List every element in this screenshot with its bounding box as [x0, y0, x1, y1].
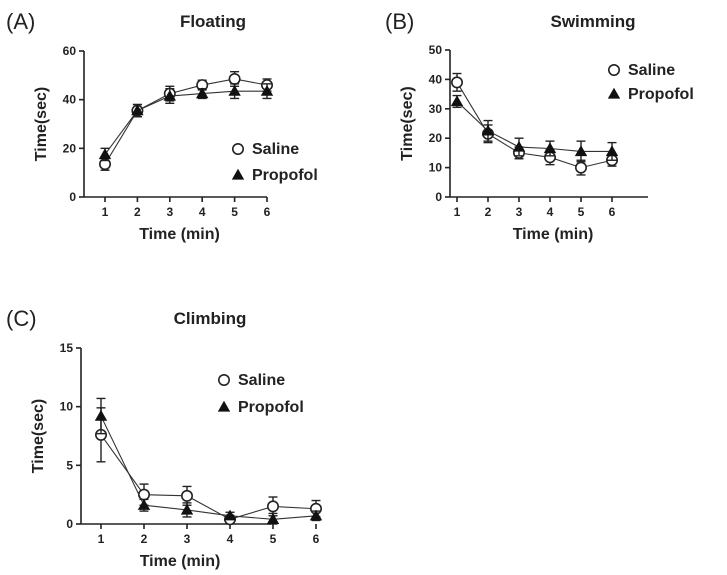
- panel-climbing: (C) Climbing 0 5 10 15 1 2 3 4 5 6 Time (min) Time(se…: [6, 306, 323, 570]
- data-point-saline: [266, 500, 279, 513]
- x-tick-label: 2: [141, 532, 148, 546]
- data-point-propofol: [512, 140, 526, 152]
- data-point-propofol: [163, 89, 176, 101]
- x-tick-label: 4: [547, 205, 554, 219]
- legend-label-saline: Saline: [628, 62, 675, 79]
- y-tick-label: 50: [429, 43, 443, 57]
- x-tick-label: 6: [609, 205, 616, 219]
- panel-letter: (C): [6, 306, 37, 331]
- chart-title: Floating: [180, 12, 246, 31]
- series-line-saline: [456, 82, 613, 169]
- y-tick-label: 30: [429, 102, 443, 116]
- data-point-propofol: [180, 503, 194, 515]
- y-tick-label: 40: [429, 72, 443, 86]
- y-tick-label: 10: [429, 161, 443, 175]
- x-tick-label: 3: [166, 205, 173, 219]
- chart-title: Climbing: [174, 309, 247, 328]
- y-tick-label: 20: [63, 141, 77, 155]
- legend-label-saline: Saline: [238, 372, 285, 389]
- y-axis-label: Time(sec): [30, 399, 47, 473]
- panel-floating: (A) Floating 0 20 40 60 1 2 3 4 5 6 Time (min) Time(s…: [6, 9, 318, 243]
- y-axis-label: Time(sec): [33, 87, 50, 161]
- data-point-propofol: [228, 84, 241, 96]
- data-point-propofol: [94, 409, 108, 421]
- y-tick-label: 10: [60, 400, 74, 414]
- data-point-propofol: [574, 145, 588, 157]
- x-tick-label: 2: [485, 205, 492, 219]
- series-line-propofol: [456, 101, 612, 152]
- y-tick-label: 15: [60, 341, 74, 355]
- panel-letter: (A): [6, 9, 35, 34]
- panel-swimming: (B) Swimming 0 10 20 30 40 50 1 2 3 4 5 6 Time (min) Ti…: [385, 9, 694, 243]
- legend: Saline Propofol: [231, 141, 318, 184]
- panel-letter: (B): [385, 9, 414, 34]
- x-tick-label: 3: [516, 205, 523, 219]
- y-tick-label: 0: [69, 190, 76, 204]
- legend: Saline Propofol: [607, 62, 694, 103]
- data-point-propofol: [137, 499, 151, 510]
- data-point-propofol: [543, 142, 557, 154]
- data-point-propofol: [131, 104, 144, 116]
- legend-label-propofol: Propofol: [238, 399, 304, 416]
- x-tick-label: 5: [231, 205, 238, 219]
- legend: Saline Propofol: [217, 372, 304, 416]
- data-point-propofol: [450, 95, 464, 107]
- y-axis-label: Time(sec): [399, 86, 416, 160]
- x-tick-label: 6: [313, 532, 320, 546]
- legend-label-propofol: Propofol: [252, 167, 318, 184]
- legend-marker-saline: [232, 143, 245, 156]
- data-point-propofol: [605, 145, 619, 157]
- data-point-propofol: [196, 87, 209, 99]
- series-line-propofol: [104, 90, 267, 155]
- x-tick-label: 2: [134, 205, 141, 219]
- data-point-saline: [574, 161, 587, 174]
- x-axis-label: Time (min): [513, 226, 594, 243]
- x-axis-label: Time (min): [140, 553, 221, 570]
- x-tick-label: 4: [227, 532, 234, 546]
- data-point-propofol: [481, 124, 495, 136]
- x-tick-label: 1: [454, 205, 461, 219]
- data-point-saline: [228, 72, 241, 85]
- series-line-saline: [100, 434, 317, 520]
- data-point-saline: [450, 76, 463, 89]
- data-point-propofol: [223, 509, 237, 521]
- legend-marker-propofol: [607, 87, 621, 99]
- data-point-propofol: [260, 84, 274, 96]
- data-point-propofol: [98, 148, 112, 160]
- legend-marker-propofol: [231, 168, 245, 180]
- x-tick-label: 5: [578, 205, 585, 219]
- x-tick-label: 6: [264, 205, 271, 219]
- x-axis-label: Time (min): [139, 226, 220, 243]
- x-tick-label: 3: [184, 532, 191, 546]
- legend-marker-propofol: [217, 400, 231, 412]
- x-tick-label: 1: [98, 532, 105, 546]
- data-point-saline: [181, 489, 194, 502]
- y-tick-label: 20: [429, 131, 443, 145]
- y-tick-label: 0: [66, 517, 73, 531]
- y-tick-label: 0: [435, 190, 442, 204]
- x-tick-label: 4: [199, 205, 206, 219]
- x-tick-label: 1: [102, 205, 109, 219]
- legend-marker-saline: [218, 373, 231, 386]
- legend-label-saline: Saline: [252, 141, 299, 158]
- data-point-propofol: [266, 513, 280, 524]
- chart-title: Swimming: [550, 12, 635, 31]
- y-tick-label: 40: [63, 93, 77, 107]
- legend-label-propofol: Propofol: [628, 86, 694, 103]
- y-tick-label: 60: [63, 44, 77, 58]
- data-point-propofol: [309, 509, 323, 521]
- x-tick-label: 5: [270, 532, 277, 546]
- series-line-propofol: [100, 415, 317, 520]
- legend-marker-saline: [607, 64, 620, 77]
- y-tick-label: 5: [66, 458, 73, 472]
